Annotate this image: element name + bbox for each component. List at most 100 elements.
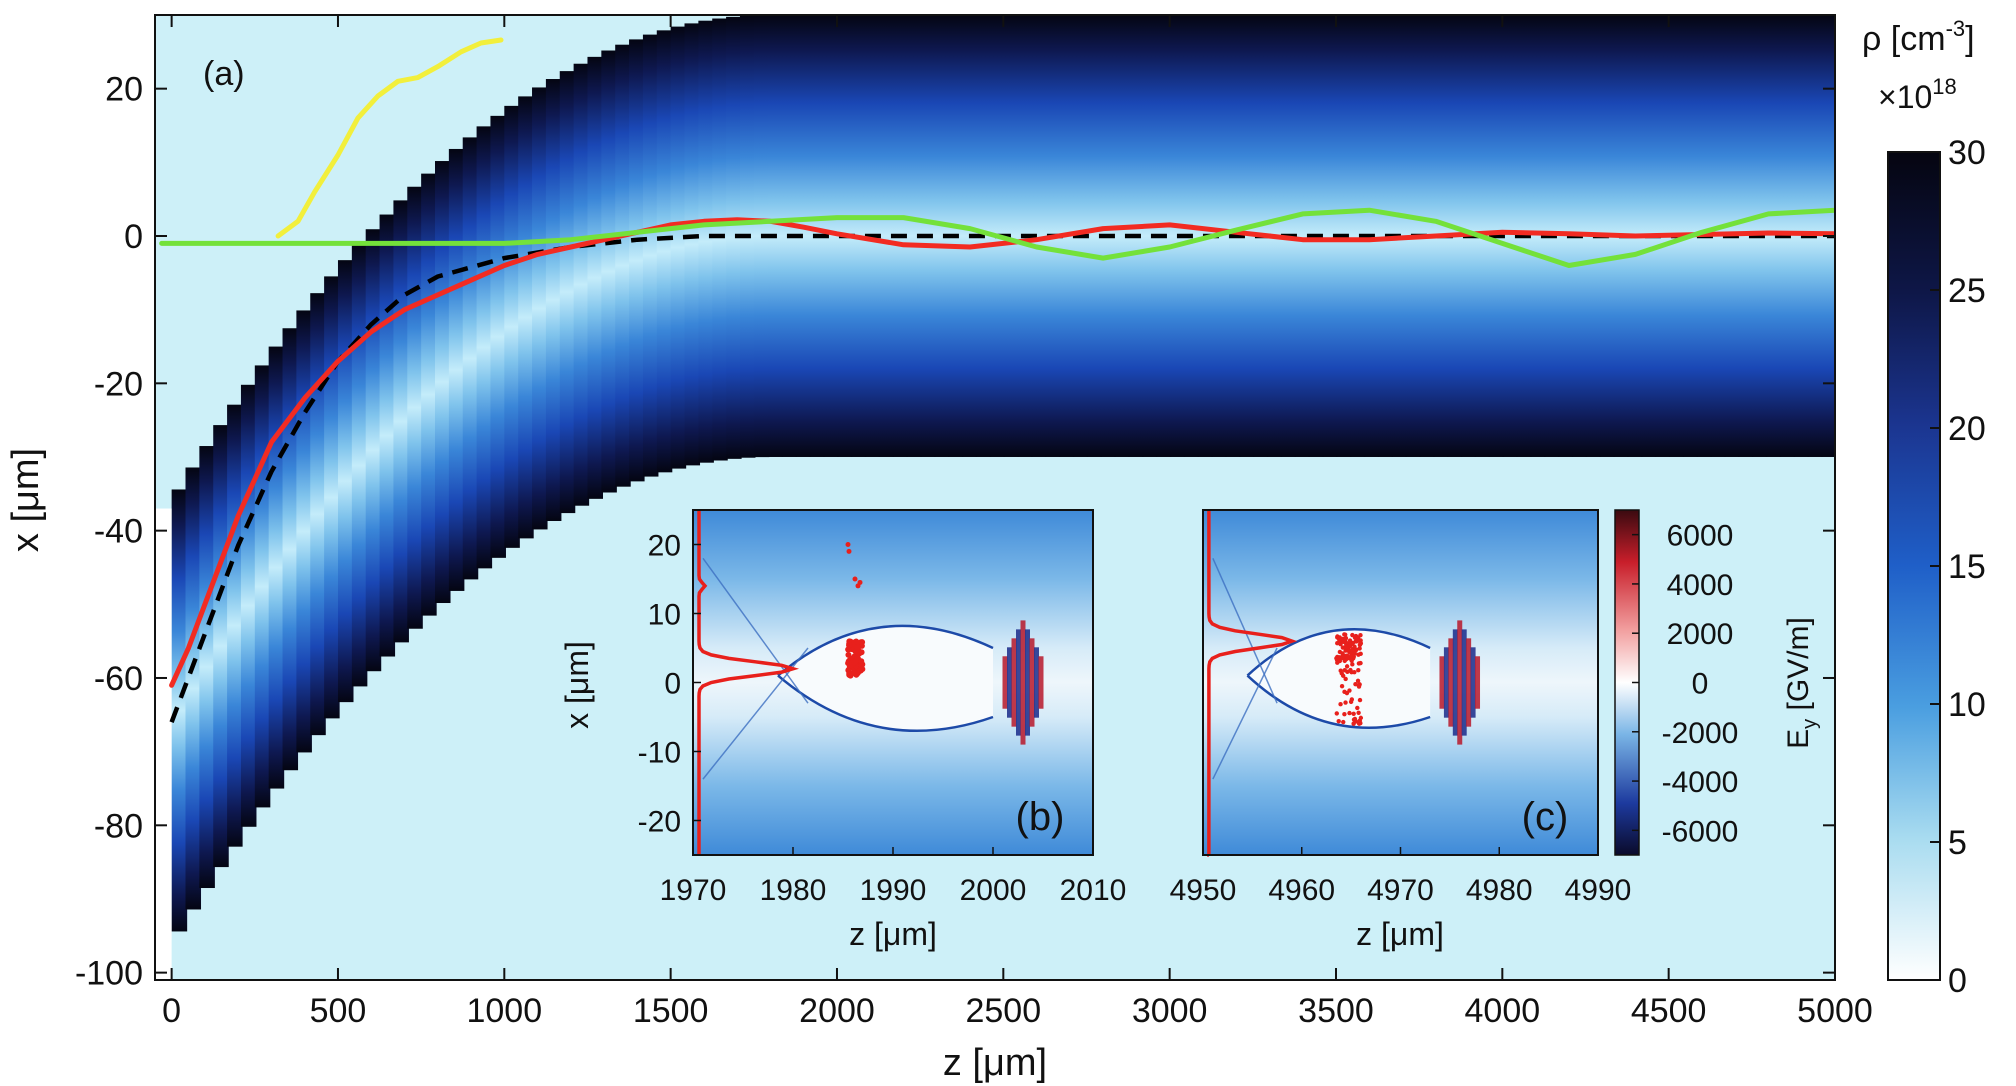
inset-y-tick-label: 20 xyxy=(648,530,681,563)
x-tick-label: 5000 xyxy=(1797,992,1873,1030)
channel-slice xyxy=(532,87,548,529)
bunch-particle xyxy=(1334,656,1338,660)
laser-stripe xyxy=(1448,638,1453,726)
inset-x-tick-label: 4980 xyxy=(1466,874,1533,907)
colorbar-tick-label: 5 xyxy=(1948,824,1967,862)
colorbar-tick-label: 20 xyxy=(1948,410,1986,448)
channel-slice xyxy=(546,79,562,521)
laser-stripe xyxy=(1475,656,1480,708)
bunch-particle xyxy=(1349,658,1353,662)
channel-slice xyxy=(324,276,340,718)
channel-slice xyxy=(463,137,479,579)
bunch-particle xyxy=(853,577,858,582)
colorbar-tick-label: 25 xyxy=(1948,272,1986,310)
inset-x-tick-label: 1990 xyxy=(860,874,927,907)
bunch-particle xyxy=(1351,722,1355,726)
channel-slice xyxy=(255,365,271,807)
bunch-particle xyxy=(845,652,851,658)
bunch-particle xyxy=(1345,691,1349,695)
colorbar-multiplier: ×1018 xyxy=(1878,74,1957,115)
inset-y-tick-label: 10 xyxy=(648,599,681,632)
density-colorbar: 302520151050 ρ [cm-3] ×1018 xyxy=(1862,16,1986,1000)
channel-slice xyxy=(671,27,687,469)
bunch-particle xyxy=(1338,702,1342,706)
bunch-particle xyxy=(1356,668,1360,672)
laser-stripe xyxy=(1471,647,1476,717)
bunch-particle xyxy=(1345,664,1349,668)
bunch-particle xyxy=(1343,659,1347,663)
channel-slice xyxy=(283,328,299,770)
colorbar-tick-label: 0 xyxy=(1948,962,1967,1000)
ey-tick-label: -6000 xyxy=(1662,815,1739,848)
channel-slice xyxy=(366,229,382,671)
laser-stripe xyxy=(1007,647,1012,717)
x-tick-label: 3000 xyxy=(1132,992,1208,1030)
y-tick-label: -60 xyxy=(94,660,143,698)
bunch-particle xyxy=(1357,646,1361,650)
channel-slice xyxy=(296,310,312,752)
channel-slice xyxy=(643,35,659,477)
bunch-particle xyxy=(858,580,863,585)
panel-label-a: (a) xyxy=(203,55,245,93)
ey-tick-label: -4000 xyxy=(1662,766,1739,799)
channel-slice xyxy=(435,161,451,603)
bunch-particle xyxy=(858,658,864,664)
channel-slice xyxy=(477,126,493,568)
y-tick-label: 0 xyxy=(124,218,143,256)
y-tick-label: 20 xyxy=(105,71,143,109)
bunch-particle xyxy=(1356,638,1360,642)
panel-label-c: (c) xyxy=(1522,795,1569,839)
bunch-particle xyxy=(846,670,852,676)
laser-stripe xyxy=(1039,656,1044,708)
bunch-particle xyxy=(1337,719,1341,723)
channel-slice xyxy=(518,96,534,538)
x-tick-label: 2500 xyxy=(965,992,1041,1030)
x-tick-label: 0 xyxy=(162,992,181,1030)
channel-slice xyxy=(269,347,285,789)
ey-tick-label: 0 xyxy=(1692,668,1709,701)
bunch-particle xyxy=(1344,645,1348,649)
channel-slice xyxy=(712,19,728,461)
channel-slice xyxy=(449,149,465,591)
channel-slice xyxy=(685,23,701,465)
inset-y-tick-label: -20 xyxy=(638,806,681,839)
x-tick-label: 1000 xyxy=(466,992,542,1030)
bunch-particle xyxy=(1350,662,1354,666)
inset-b-y-label: x [μm] xyxy=(559,641,595,729)
bunch-particle xyxy=(1358,642,1362,646)
channel-slice xyxy=(199,446,215,888)
inset-x-tick-label: 4950 xyxy=(1170,874,1237,907)
bunch-particle xyxy=(1344,640,1348,644)
laser-stripe xyxy=(1021,620,1026,744)
inset-x-tick-label: 2010 xyxy=(1060,874,1127,907)
x-tick-label: 500 xyxy=(310,992,367,1030)
channel-slice xyxy=(698,21,714,463)
bunch-particle xyxy=(1343,654,1347,658)
bunch-particle xyxy=(1351,712,1355,716)
inset-x-tick-label: 4990 xyxy=(1565,874,1632,907)
x-tick-label: 1500 xyxy=(633,992,709,1030)
colorbar-tick-label: 10 xyxy=(1948,686,1986,724)
bunch-particle xyxy=(1353,648,1357,652)
bunch-particle xyxy=(853,638,859,644)
bunch-particle xyxy=(1347,711,1351,715)
y-tick-label: -80 xyxy=(94,807,143,845)
bunch-particle xyxy=(1358,633,1362,637)
panel-label-b: (b) xyxy=(1016,795,1065,839)
bunch-particle xyxy=(1358,698,1362,702)
colorbar-tick-label: 15 xyxy=(1948,548,1986,586)
channel-slice xyxy=(352,244,368,686)
laser-stripe xyxy=(1439,656,1444,708)
channel-slice xyxy=(380,215,396,657)
inset-x-tick-label: 2000 xyxy=(960,874,1027,907)
inset-x-tick-label: 4960 xyxy=(1268,874,1335,907)
inset-y-tick-label: 0 xyxy=(664,668,681,701)
y-axis-label: x [μm] xyxy=(5,448,47,552)
bunch-particle xyxy=(1339,668,1343,672)
laser-stripe xyxy=(1012,638,1017,726)
ey-tick-label: 4000 xyxy=(1667,569,1734,602)
inset-c-x-label: z [μm] xyxy=(1356,916,1444,952)
bunch-particle xyxy=(1355,706,1359,710)
y-tick-label: -20 xyxy=(94,365,143,403)
ey-tick-label: -2000 xyxy=(1662,717,1739,750)
